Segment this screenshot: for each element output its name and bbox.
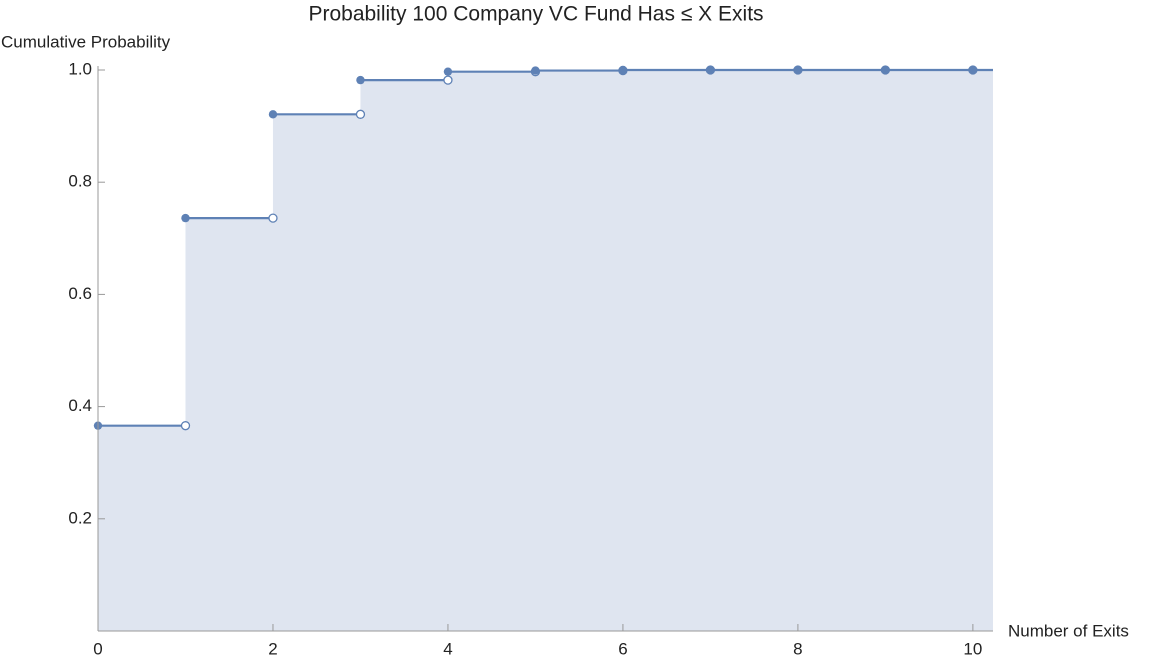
open-point (180, 421, 191, 431)
open-point (443, 75, 453, 85)
x-axis-label: Number of Exits (1008, 621, 1129, 640)
closed-point (356, 75, 365, 85)
chart-title: Probability 100 Company VC Fund Has ≤ X … (308, 3, 763, 26)
closed-point (443, 67, 453, 76)
closed-point (531, 66, 540, 75)
open-point (268, 213, 278, 223)
closed-point (181, 213, 190, 223)
x-tick-label: 8 (793, 639, 802, 658)
closed-point (968, 65, 978, 75)
y-tick-label: 0.6 (68, 284, 92, 303)
y-tick-label: 0.4 (68, 396, 92, 415)
closed-point (793, 65, 803, 75)
closed-point (268, 110, 278, 119)
y-tick-label: 0.2 (68, 508, 92, 527)
closed-point (881, 65, 890, 75)
x-tick-label: 6 (618, 639, 627, 658)
x-tick-label: 10 (963, 639, 982, 658)
x-tick-label: 2 (268, 639, 277, 658)
closed-point (706, 65, 715, 75)
open-point (355, 109, 366, 119)
x-tick-label: 0 (93, 639, 102, 658)
area-fill (98, 70, 993, 631)
y-tick-label: 1.0 (68, 59, 92, 78)
closed-point (618, 65, 628, 75)
y-tick-label: 0.8 (68, 172, 92, 191)
y-axis-label: Cumulative Probability (1, 32, 171, 51)
x-tick-label: 4 (443, 639, 452, 658)
